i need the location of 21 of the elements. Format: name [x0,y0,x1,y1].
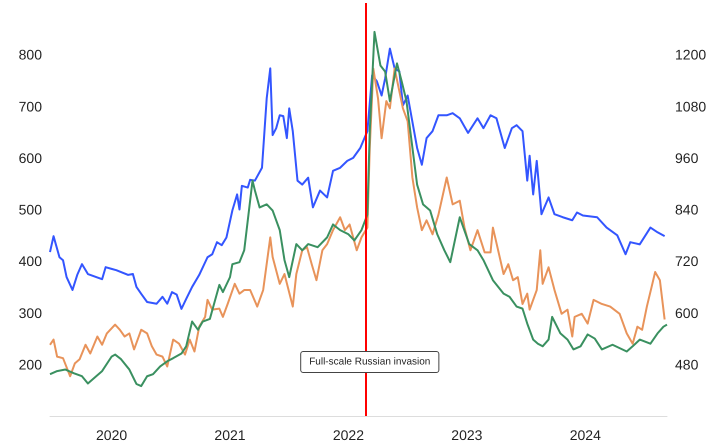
x-tick-label: 2021 [214,427,246,442]
y-tick-label: 300 [18,304,42,321]
y-tick-label: 400 [18,253,42,270]
y-tick-label: 200 [18,356,42,372]
line-series [49,48,666,310]
y2-tick-label: 1200 [675,46,706,63]
y2-tick-label: 720 [675,253,699,270]
x-tick-label: 2020 [96,427,128,442]
y-tick-label: 500 [18,202,42,218]
x-tick-label: 2022 [332,427,364,442]
y2-tick-label: 840 [675,202,699,218]
y-tick-label: 700 [18,98,42,114]
y-tick-label: 600 [18,150,42,166]
x-tick-label: 2023 [451,427,483,442]
y2-tick-label: 480 [675,356,699,372]
x-tick-label: 2024 [570,427,602,442]
y2-tick-label: 600 [675,304,699,321]
y2-tick-label: 960 [675,150,699,166]
y-tick-label: 800 [18,46,42,63]
y2-tick-label: 1080 [675,98,706,114]
ref-line-label: Full-scale Russian invasion [309,356,430,368]
